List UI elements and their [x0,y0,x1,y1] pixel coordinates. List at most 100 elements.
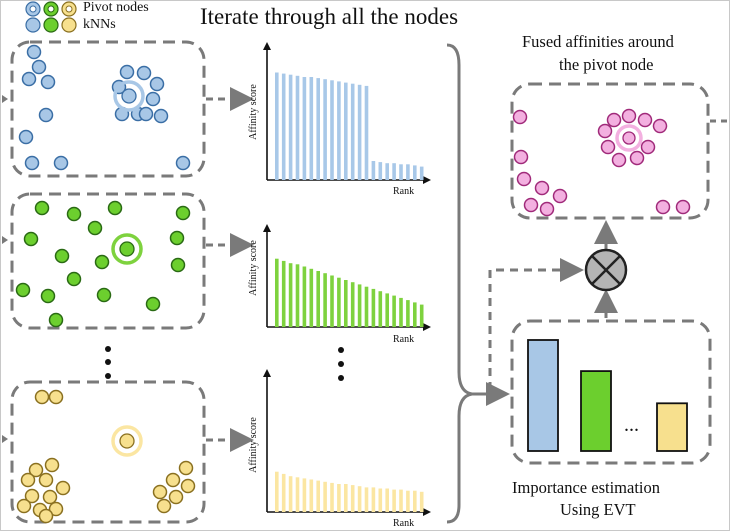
chart-bar-blue-17 [385,163,389,180]
input-arrow-yellow [2,435,8,443]
chart-bar-yellow-20 [406,490,410,512]
chart-bar-yellow-7 [316,480,320,512]
chart-bar-yellow-12 [350,485,355,512]
chart-bar-green-22 [419,304,424,327]
green-pivot-node [111,233,143,265]
chart-bar-blue-4 [295,75,300,180]
chart-ylabel-blue: Affinity score [248,84,259,140]
pink-pivot-node [615,124,643,152]
chart-bar-green-8 [323,273,327,327]
chart-bar-blue-18 [392,163,396,180]
chart-bar-yellow-13 [357,486,362,512]
chart-bar-yellow-6 [309,479,314,512]
yellow-node-box [10,380,206,524]
fused-label-line2: the pivot node [559,55,654,74]
chart-ylabel-yellow: Affinity score [248,417,259,473]
importance-bar-blue [527,339,559,452]
chart-bars-green [275,258,424,327]
chart-bar-blue-1 [275,72,279,180]
multiply-symbol [584,248,628,292]
yellow-pivot-node [111,425,143,457]
chart-bar-yellow-14 [364,487,369,512]
chart-bar-green-17 [385,293,389,327]
chart-bar-yellow-1 [275,471,279,512]
chart-bar-yellow-16 [378,488,383,512]
importance-dots: ... [624,414,639,436]
chart-xlabel-blue: Rank [393,186,414,197]
chart-bar-blue-21 [413,165,417,180]
input-arrow-green [2,236,8,244]
input-arrow-blue [2,95,8,103]
chart-bar-yellow-8 [323,481,327,512]
chart-bar-green-6 [309,268,314,327]
chart-bar-blue-13 [357,84,362,180]
legend-pivot-label: Pivot nodes [83,0,149,15]
chart-bar-blue-5 [302,77,307,180]
chart-bar-green-19 [399,297,403,327]
chart-bar-green-21 [413,302,417,327]
chart-bar-green-2 [281,260,286,327]
chart-bar-blue-19 [399,164,403,180]
chart-bar-blue-3 [288,74,293,180]
chart-bar-blue-10 [337,81,341,180]
chart-bars-yellow [275,471,424,512]
chart-bars-blue [275,72,424,180]
blue-node-box [10,40,206,178]
pink-knn-nodes [512,108,691,217]
chart-bar-green-3 [288,263,293,327]
chart-bar-yellow-4 [295,477,300,512]
chart-bar-green-15 [371,288,376,327]
chart-bar-blue-22 [419,166,424,180]
chart-bar-yellow-9 [330,482,334,512]
chart-ylabel-green: Affinity score [248,240,259,296]
chart-bar-yellow-10 [337,484,341,512]
chart-bar-blue-14 [364,85,369,180]
chart-bar-blue-6 [309,77,314,180]
chart-axis-arrowheads [263,42,431,516]
chart-bar-blue-15 [371,161,376,180]
chart-bar-green-12 [350,282,355,327]
legend-pivot-icons [25,1,77,17]
fused-label-line1: Fused affinities around [522,32,674,51]
importance-bar-yellow [656,402,688,452]
chart-xlabel-green: Rank [393,334,414,345]
chart-bar-yellow-15 [371,487,376,512]
chart-bar-green-9 [330,275,334,327]
chart-xlabel-yellow: Rank [393,518,414,529]
chart-bar-yellow-5 [302,478,307,512]
chart-bar-green-1 [275,258,279,327]
chart-bar-blue-9 [330,80,334,180]
chart-bar-yellow-21 [413,490,417,512]
chart-bar-blue-7 [316,78,320,180]
arrow-to-multiply [488,258,584,390]
green-node-box [10,192,206,330]
importance-box [510,319,712,465]
chart-bar-yellow-19 [399,489,403,512]
blue-pivot-node [113,80,145,112]
chart-bar-green-13 [357,284,362,327]
chart-bar-green-14 [364,286,369,327]
chart-bar-yellow-11 [344,484,348,512]
green-knn-nodes [15,200,191,328]
right-curly-brace [446,43,473,524]
chart-bar-green-20 [406,300,410,327]
importance-label-line1: Importance estimation [512,478,660,497]
chart-bar-blue-2 [281,73,286,180]
importance-bars [527,339,688,452]
legend-knn-label: kNNs [83,17,116,32]
fused-box [510,82,710,220]
chart-bar-green-5 [302,266,307,327]
chart-bar-yellow-2 [281,473,286,512]
chart-bar-green-4 [295,264,300,327]
chart-bar-blue-12 [350,83,355,180]
chart-bar-blue-8 [323,79,327,180]
chart-bar-green-18 [392,295,396,327]
chart-bar-green-10 [337,277,341,327]
chart-bar-green-7 [316,271,320,327]
chart-bar-yellow-3 [288,476,293,512]
chart-bar-yellow-17 [385,488,389,512]
chart-bar-blue-11 [344,82,348,180]
legend-knn-icons [25,17,77,33]
diagram-title: Iterate through all the nodes [200,4,459,29]
